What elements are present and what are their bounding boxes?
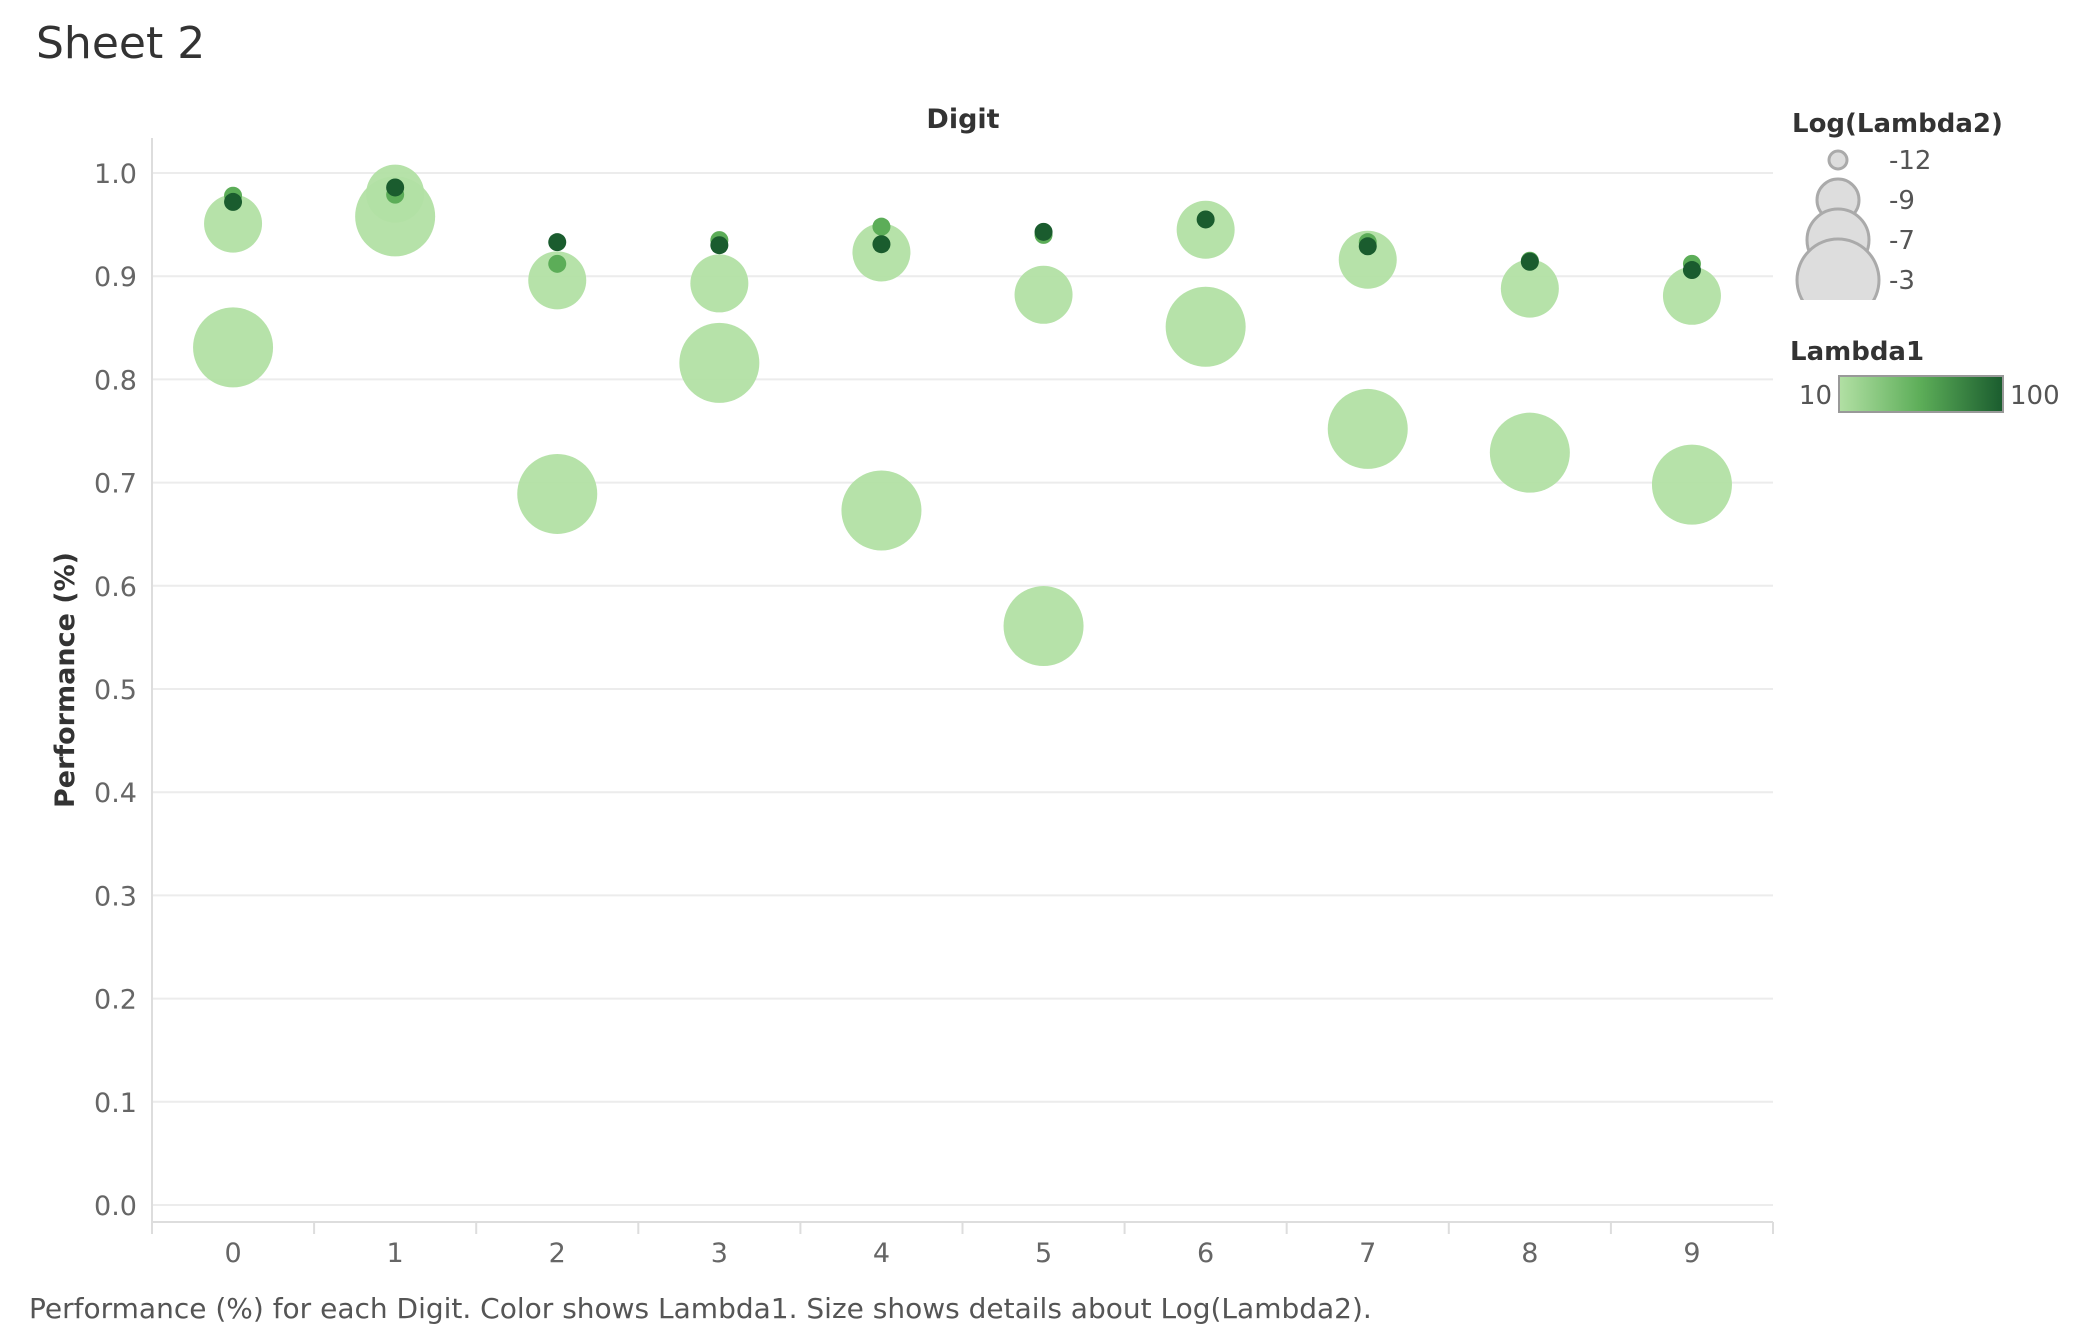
data-points [193, 164, 1732, 667]
chart-title: Digit [926, 104, 999, 135]
x-tick-label: 5 [1035, 1238, 1052, 1269]
data-point [517, 453, 598, 534]
legend-mask [1790, 300, 1890, 340]
size-legend-title: Log(Lambda2) [1792, 109, 2003, 139]
y-tick-label: 0.1 [94, 1088, 137, 1119]
data-point [1662, 266, 1721, 325]
data-point [386, 178, 405, 197]
size-legend-label: -9 [1889, 186, 1915, 216]
data-point [690, 254, 749, 313]
y-axis-label: Performance (%) [50, 552, 81, 808]
x-tick-label: 6 [1197, 1238, 1214, 1269]
x-tick-label: 9 [1683, 1238, 1700, 1269]
data-point [1014, 265, 1073, 324]
x-tick-label: 8 [1521, 1238, 1538, 1269]
data-point [1165, 286, 1246, 367]
x-tick-label: 3 [711, 1238, 728, 1269]
y-tick-label: 1.0 [94, 159, 137, 190]
y-tick-label: 0.4 [94, 778, 137, 809]
size-legend-label: -12 [1889, 146, 1931, 176]
data-point [1651, 444, 1732, 525]
x-tick-label: 2 [549, 1238, 566, 1269]
data-point [548, 233, 567, 252]
size-legend-label: -7 [1889, 226, 1915, 256]
data-point [1500, 259, 1559, 318]
data-point [193, 307, 274, 388]
data-point [1682, 261, 1701, 280]
data-point [872, 235, 891, 254]
data-point [1520, 252, 1539, 271]
data-point [1034, 222, 1053, 241]
color-legend-min-label: 10 [1799, 381, 1832, 411]
color-legend-ramp [1838, 375, 2004, 413]
size-legend-swatch [1827, 149, 1849, 171]
data-point [204, 194, 263, 253]
data-point [872, 217, 891, 236]
caption: Performance (%) for each Digit. Color sh… [29, 1292, 1372, 1325]
x-tick-label: 0 [224, 1238, 241, 1269]
y-tick-label: 0.3 [94, 881, 137, 912]
data-point [1327, 388, 1408, 469]
gridlines [152, 172, 1773, 1206]
x-tick-label: 7 [1359, 1238, 1376, 1269]
data-point [528, 251, 587, 310]
y-tick-label: 0.9 [94, 262, 137, 293]
sheet-title: Sheet 2 [36, 18, 206, 69]
y-tick-label: 0.0 [94, 1191, 137, 1222]
data-point [710, 236, 729, 255]
data-point [1489, 412, 1570, 493]
data-point [841, 470, 922, 551]
data-point [224, 192, 243, 211]
x-tick-label: 4 [873, 1238, 890, 1269]
data-point [679, 322, 760, 403]
color-legend-max-label: 100 [2010, 381, 2060, 411]
y-tick-label: 0.6 [94, 572, 137, 603]
size-legend-label: -3 [1889, 266, 1915, 296]
data-point [1003, 586, 1084, 667]
data-point [1358, 237, 1377, 256]
y-tick-label: 0.2 [94, 985, 137, 1016]
data-point [1176, 200, 1235, 259]
data-point [548, 254, 567, 273]
y-tick-label: 0.7 [94, 469, 137, 500]
color-legend-title: Lambda1 [1790, 337, 1924, 367]
legends: Log(Lambda2) -12 -9 -7 -3 Lambda1 10 100 [1790, 109, 2060, 413]
y-tick-label: 0.8 [94, 365, 137, 396]
data-point [1196, 210, 1215, 229]
data-point [1338, 230, 1397, 289]
axes: 0.0 0.1 0.2 0.3 0.4 0.5 0.6 0.7 0.8 0.9 1.0 0 1 2 3 4 5 6… [94, 138, 1774, 1269]
y-tick-label: 0.5 [94, 675, 137, 706]
x-tick-label: 1 [387, 1238, 404, 1269]
